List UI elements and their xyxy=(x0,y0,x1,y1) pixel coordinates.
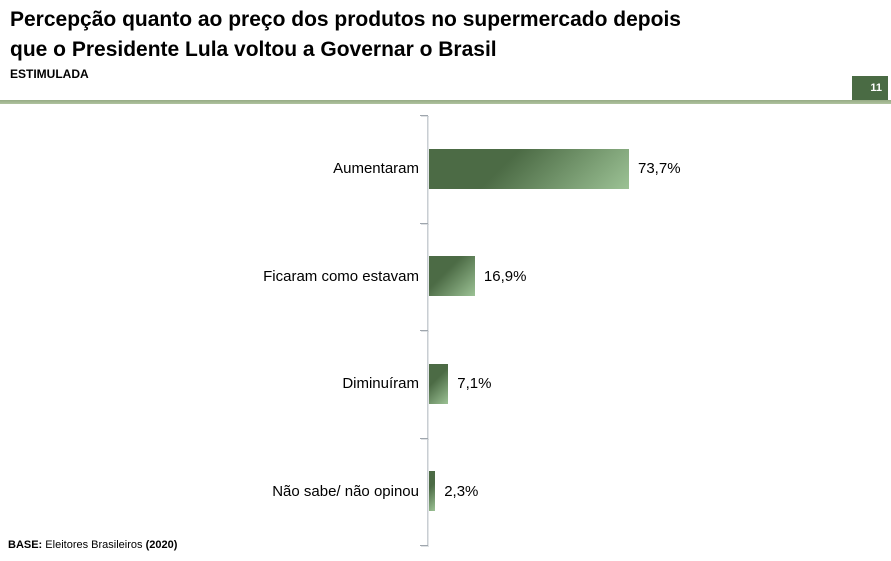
bar-row: Aumentaram 73,7% xyxy=(0,115,891,223)
bar-row: Ficaram como estavam 16,9% xyxy=(0,223,891,331)
base-note: BASE: Eleitores Brasileiros (2020) xyxy=(8,539,177,551)
axis-tick xyxy=(420,437,428,439)
axis-tick xyxy=(420,222,428,224)
page-title-line-1: Percepção quanto ao preço dos produtos n… xyxy=(10,8,681,31)
page-subtitle: ESTIMULADA xyxy=(10,67,89,81)
axis-tick xyxy=(420,545,428,546)
base-note-year: (2020) xyxy=(145,539,178,551)
bar-segment xyxy=(429,148,629,189)
page-number-badge: 11 xyxy=(852,76,888,100)
header-divider xyxy=(0,100,891,104)
base-note-label: BASE: xyxy=(8,539,43,551)
page-title: Percepção quanto ao preço dos produtos n… xyxy=(10,5,681,65)
value-label: 7,1% xyxy=(457,375,492,393)
category-label: Diminuíram xyxy=(342,375,419,393)
base-note-text: Eleitores Brasileiros xyxy=(45,539,143,551)
axis-tick xyxy=(420,115,428,116)
category-label: Não sabe/ não opinou xyxy=(272,482,419,500)
value-label: 2,3% xyxy=(444,482,479,500)
bar-segment xyxy=(429,256,475,297)
value-label: 16,9% xyxy=(483,267,527,285)
axis-tick xyxy=(420,330,428,331)
bar-row: Diminuíram 7,1% xyxy=(0,330,891,438)
bar-segment xyxy=(429,471,436,512)
category-label: Aumentaram xyxy=(333,160,419,178)
page-title-line-2: que o Presidente Lula voltou a Governar … xyxy=(10,38,497,61)
bar-segment xyxy=(429,363,449,404)
value-label: 73,7% xyxy=(638,160,681,178)
category-label: Ficaram como estavam xyxy=(263,267,419,285)
bar-row: Não sabe/ não opinou 2,3% xyxy=(0,438,891,546)
